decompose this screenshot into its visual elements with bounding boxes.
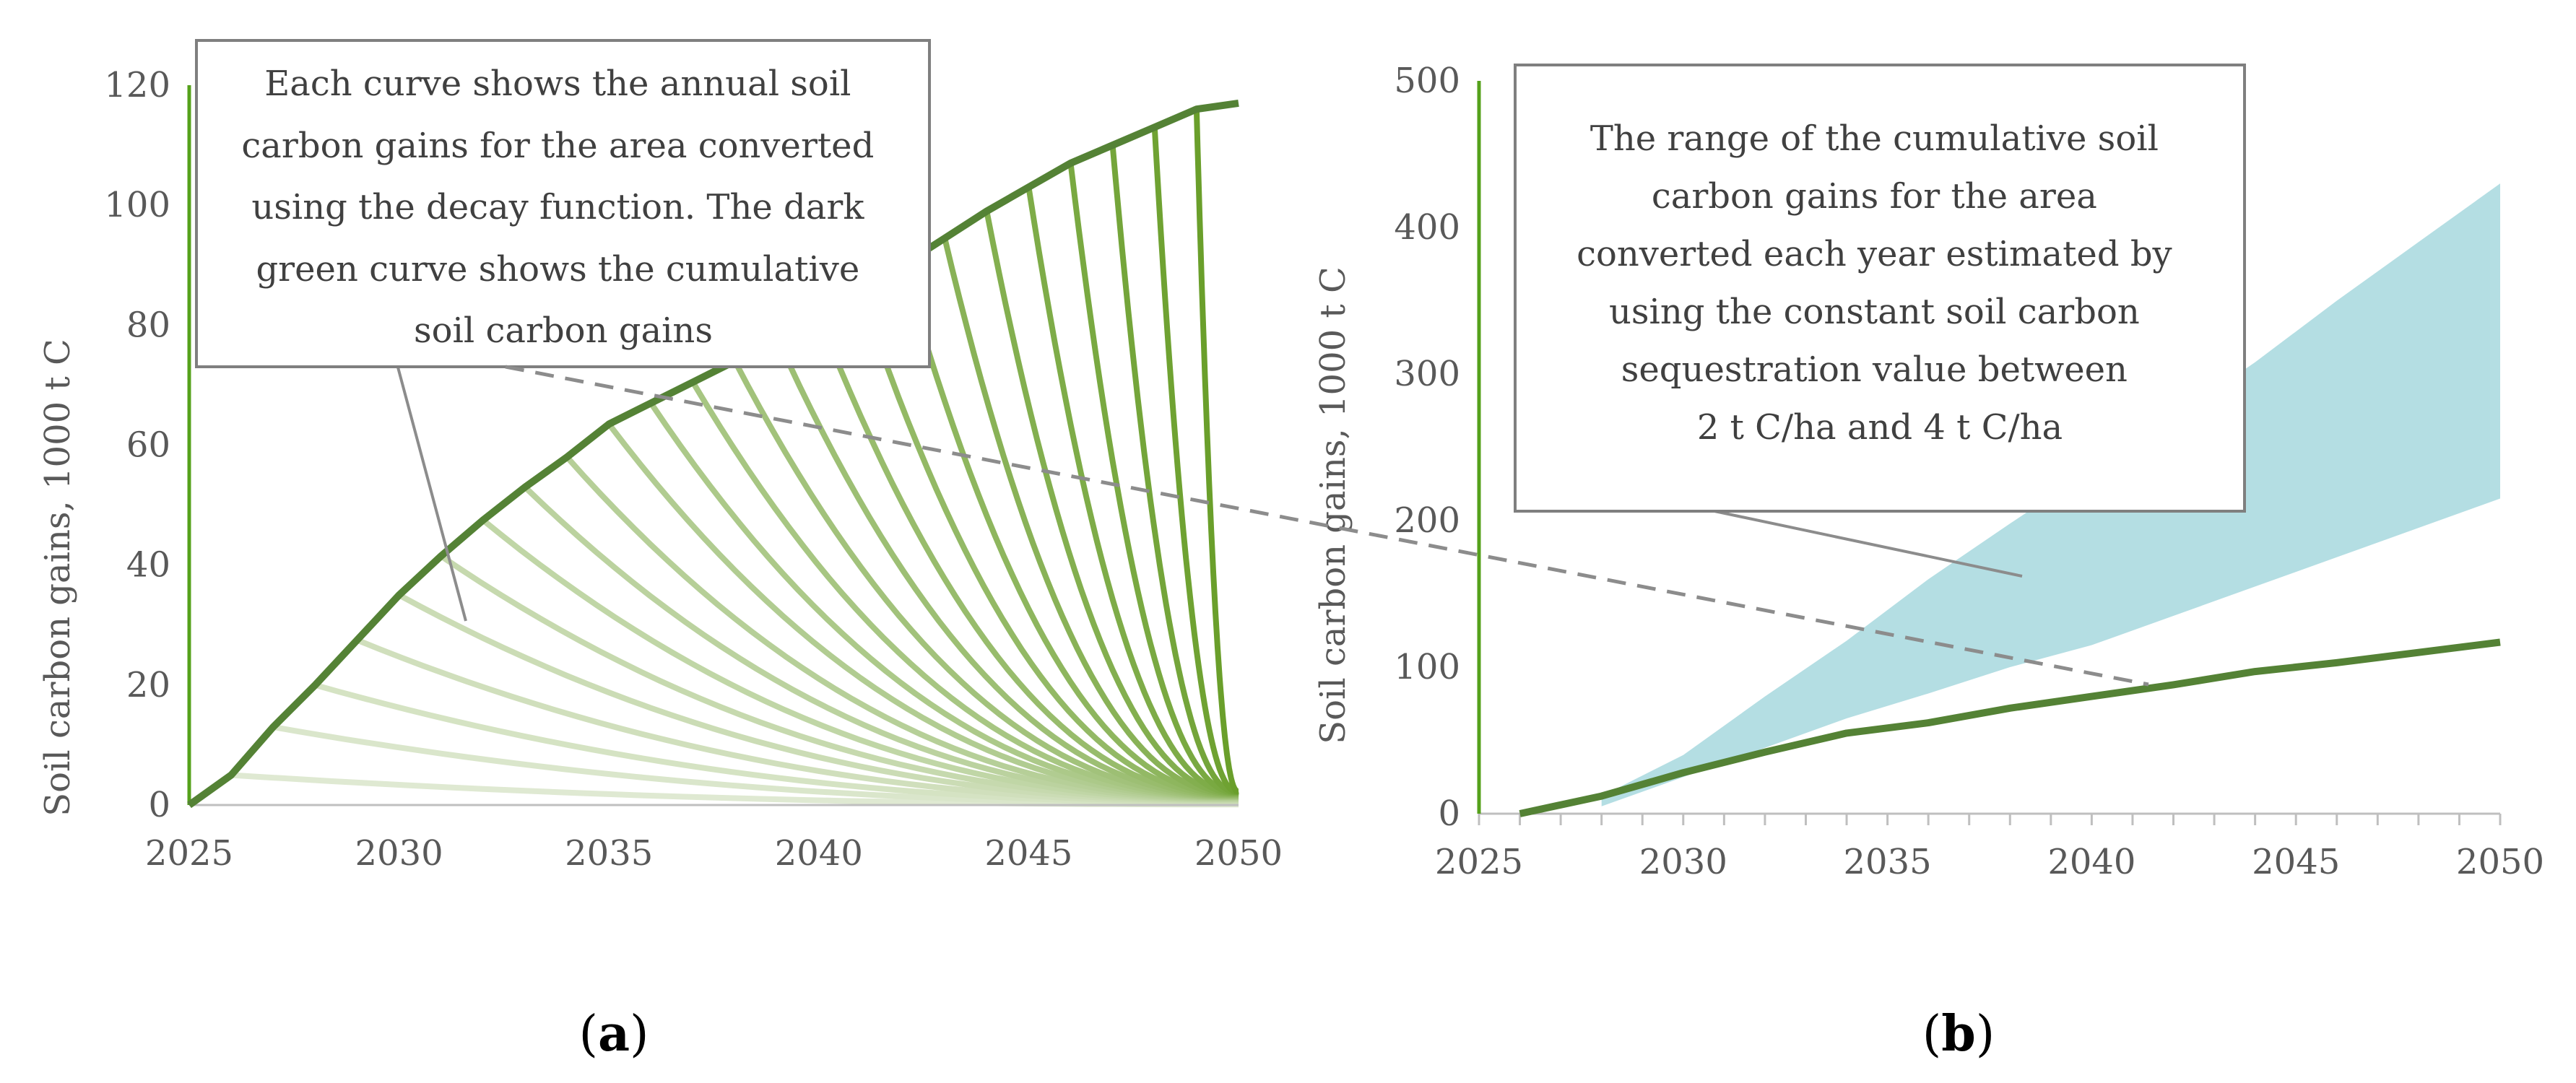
x-tick-label: 2030: [1639, 842, 1727, 882]
panel-b-label-letter: b: [1941, 1005, 1976, 1063]
panel-b-cumulative-line: [1519, 638, 2501, 817]
panel-b-label-open: (: [1922, 1006, 1942, 1063]
x-tick-label: 2040: [775, 833, 863, 874]
y-tick-label: 0: [1438, 793, 1460, 834]
x-tick-label: 2030: [355, 833, 443, 874]
y-tick-label: 500: [1394, 61, 1460, 101]
x-tick-label: 2035: [565, 833, 653, 874]
y-tick-label: 300: [1394, 354, 1460, 394]
panel-b-x-axis: 2025 2030 2035 2040 2045 2050: [1435, 812, 2544, 882]
annual-decay-curve: [1193, 109, 1241, 794]
y-tick-label: 120: [104, 65, 170, 105]
annual-decay-curve: [1109, 144, 1239, 795]
panel-a-label-letter: a: [598, 1005, 630, 1063]
x-tick-label: 2025: [1435, 842, 1523, 882]
annotation-line: converted each year estimated by: [1577, 234, 2172, 274]
annotation-line: green curve shows the cumulative: [256, 249, 859, 290]
annotation-line: sequestration value between: [1621, 349, 2128, 390]
x-tick-label: 2045: [2252, 842, 2340, 882]
panel-a-decay-curves: [230, 109, 1241, 808]
annotation-line: using the decay function. The dark: [251, 187, 864, 227]
panel-a-chart: 2025 2030 2035 2040 2045 2050 020406080100120…: [38, 39, 1283, 1063]
x-tick-label: 2035: [1844, 842, 1932, 882]
annual-decay-curve: [984, 210, 1239, 796]
annual-decay-curve: [942, 237, 1239, 797]
panel-a-label: (a): [578, 1005, 649, 1063]
y-tick-label: 20: [126, 665, 170, 705]
panel-a-y-axis: 0 20 40 60 80 100 120: [104, 65, 191, 825]
panel-a-label-open: (: [578, 1006, 598, 1063]
panel-a-annotation-box: [195, 39, 931, 368]
panel-b-chart: 2025 2030 2035 2040 2045 2050 0 100 200 300 400 50…: [1313, 61, 2544, 1063]
y-tick-label: 80: [126, 305, 170, 345]
panel-b-annotation-text: The range of the cumulative soil carbon …: [1577, 118, 2183, 448]
y-tick-label: 100: [104, 185, 170, 225]
annual-decay-curve: [481, 518, 1239, 803]
annotation-line: The range of the cumulative soil: [1590, 118, 2159, 159]
panel-b-annotation-box: [1514, 64, 2246, 513]
y-tick-label: 60: [126, 425, 170, 466]
annual-decay-curve: [1067, 162, 1239, 796]
x-tick-label: 2040: [2047, 842, 2135, 882]
panel-a-label-close: ): [630, 1006, 649, 1063]
annotation-line: soil carbon gains: [414, 310, 713, 351]
x-tick-label: 2045: [984, 833, 1072, 874]
panel-a-cumulative-line: [187, 99, 1239, 809]
panel-b-y-axis-title: Soil carbon gains, 1000 t C: [1313, 266, 1353, 744]
annual-decay-curve: [1151, 126, 1240, 795]
annual-decay-curve: [690, 380, 1239, 800]
y-tick-label: 200: [1394, 500, 1460, 541]
annotation-line: carbon gains for the area converted: [241, 126, 874, 166]
panel-b-range-band: [1601, 183, 2500, 806]
panel-b-label: (b): [1922, 1005, 1995, 1063]
x-tick-label: 2050: [2456, 842, 2544, 882]
panel-b-annotation-leader: [1704, 508, 2023, 578]
annual-decay-curve: [858, 291, 1239, 798]
panel-b-label-close: ): [1976, 1006, 1995, 1063]
x-tick-label: 2050: [1194, 833, 1283, 874]
y-tick-label: 400: [1394, 207, 1460, 248]
annual-decay-curve: [816, 315, 1239, 799]
y-tick-label: 0: [148, 785, 170, 825]
annual-decay-curve: [1025, 186, 1239, 796]
annotation-line: using the constant soil carbon: [1609, 292, 2140, 332]
cross-panel-connector: [505, 365, 2149, 687]
annotation-line: Each curve shows the annual soil: [264, 64, 851, 104]
panel-b-y-axis: 0 100 200 300 400 500: [1394, 61, 1481, 834]
panel-a-annotation-text: Each curve shows the annual soil carbon …: [241, 64, 885, 351]
panel-a-y-axis-title: Soil carbon gains, 1000 t C: [38, 339, 78, 816]
y-tick-label: 40: [126, 545, 170, 586]
annotation-line: 2 t C/ha and 4 t C/ha: [1697, 407, 2063, 448]
x-tick-label: 2025: [145, 833, 233, 874]
annual-decay-curve: [900, 264, 1239, 798]
panel-a-x-axis: 2025 2030 2035 2040 2045 2050: [145, 804, 1283, 874]
panel-a-annotation-leader: [396, 364, 467, 622]
annotation-line: carbon gains for the area: [1652, 176, 2097, 217]
y-tick-label: 100: [1394, 647, 1460, 687]
